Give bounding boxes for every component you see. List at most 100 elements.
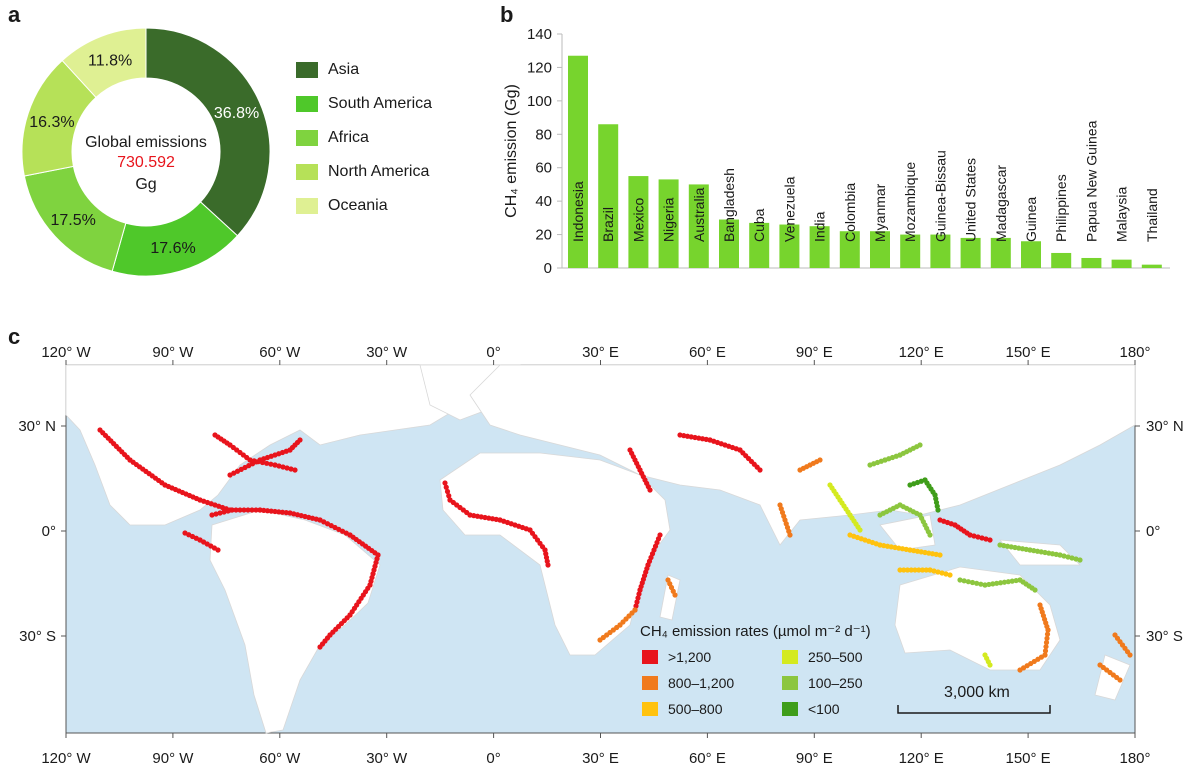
donut-slice-label: 11.8% <box>88 53 132 70</box>
emission-dot <box>292 467 298 473</box>
bar-myanmar <box>870 231 890 268</box>
emission-dot <box>787 532 793 538</box>
bar-category-label: Philippines <box>1053 174 1069 242</box>
emission-dot <box>1013 577 1019 584</box>
emission-dot <box>1057 552 1063 558</box>
left-lat-tick: 0° <box>42 523 56 540</box>
emission-dot <box>442 480 448 486</box>
emission-dot <box>919 567 926 573</box>
bar-guinea-bissau <box>930 234 951 268</box>
y-tick-label: 20 <box>535 227 552 244</box>
map-legend-label: 800–1,200 <box>668 675 735 691</box>
map-legend-item: <100 <box>782 700 840 718</box>
top-lon-tick: 120° W <box>41 344 91 361</box>
emission-dot <box>857 527 863 533</box>
emission-dot <box>971 533 977 539</box>
bar-mozambique <box>900 234 921 268</box>
emission-dot <box>931 568 937 574</box>
panel-label-a: a <box>8 2 21 27</box>
emission-dot <box>1009 578 1015 584</box>
emission-dot <box>272 462 278 468</box>
emission-dot <box>965 579 971 585</box>
donut-slice-label: 16.3% <box>29 114 74 131</box>
emission-dot <box>1045 627 1051 633</box>
map-legend-label: >1,200 <box>668 649 712 665</box>
emission-dot <box>268 508 274 514</box>
emission-dot <box>1073 556 1079 562</box>
emission-dot <box>247 457 253 463</box>
bar-guinea <box>1021 241 1041 268</box>
legend-label: Africa <box>328 129 369 146</box>
map-legend-swatch <box>642 676 658 690</box>
emission-dot <box>1065 554 1071 560</box>
emission-dot <box>757 467 763 473</box>
bar-united-states <box>960 237 981 268</box>
map-legend-item: >1,200 <box>642 648 711 666</box>
top-lon-tick: 150° E <box>1005 344 1050 361</box>
emission-dot <box>939 570 945 576</box>
emission-dot <box>927 532 933 538</box>
emission-dot <box>636 591 642 597</box>
emission-dot <box>229 507 235 513</box>
map-legend-item: 800–1,200 <box>642 674 734 692</box>
bar-brazil <box>598 124 619 268</box>
bar-category-label: Indonesia <box>570 181 586 242</box>
emission-dot <box>279 509 286 515</box>
emission-dot <box>943 571 949 577</box>
bar-category-label: Australia <box>691 187 707 242</box>
emission-dot <box>1127 652 1133 658</box>
emission-dot <box>961 578 967 584</box>
bar-category-label: India <box>812 211 828 242</box>
emission-dot <box>904 567 911 573</box>
map-legend-swatch <box>782 650 798 664</box>
panel-label-b: b <box>500 2 514 27</box>
emission-dot <box>927 567 933 573</box>
bottom-lon-tick: 90° E <box>796 750 833 767</box>
emission-dot <box>245 507 251 513</box>
donut-slice-oceania <box>61 27 147 99</box>
emission-dot <box>276 509 282 515</box>
emission-dot <box>647 487 653 493</box>
donut-slice-asia <box>145 27 271 237</box>
mangrove-map: 120° W 90° W 60° W 30° W 0° 30° E 60° E 90° E 12… <box>18 344 1184 767</box>
emission-dot <box>979 535 985 541</box>
emission-dot <box>967 532 973 538</box>
bottom-lon-tick: 150° E <box>1005 750 1050 767</box>
emission-dot <box>233 507 239 513</box>
bar-category-label: Mexico <box>630 197 646 242</box>
emission-dot <box>897 567 903 573</box>
emission-dot <box>983 536 989 542</box>
emission-dot <box>284 465 290 471</box>
emission-dot <box>987 662 993 668</box>
emission-dot <box>923 567 929 573</box>
bottom-lon-tick: 60° E <box>689 750 726 767</box>
emission-dot <box>255 459 261 465</box>
emission-dot <box>912 567 918 573</box>
map-legend-label: <100 <box>808 701 840 717</box>
donut-slice-label: 17.5% <box>51 212 96 229</box>
bar-cuba <box>749 222 770 268</box>
emission-dot <box>225 508 231 514</box>
top-lon-tick: 60° W <box>259 344 301 361</box>
right-lat-tick: 30° N <box>1146 418 1184 435</box>
emission-dot <box>817 457 823 463</box>
emission-dot <box>1044 635 1050 641</box>
y-tick-label: 140 <box>527 26 552 43</box>
map-legend-swatch <box>782 676 798 690</box>
emission-dot <box>276 463 282 469</box>
emission-dot <box>317 644 323 650</box>
emission-dot <box>272 508 278 515</box>
land-australia <box>894 566 1061 671</box>
donut-center-unit: Gg <box>135 176 157 193</box>
map-legend-title: CH₄ emission rates (µmol m⁻² d⁻¹) <box>640 623 871 640</box>
emission-dot <box>280 464 286 470</box>
emission-dot <box>237 507 243 513</box>
land-madagascar <box>659 574 681 621</box>
donut-slice-label: 36.8% <box>214 105 259 122</box>
emission-dot <box>974 580 980 586</box>
emission-dot <box>264 460 270 466</box>
land-south-america <box>209 509 381 734</box>
emission-dot <box>917 442 923 448</box>
y-tick-label: 80 <box>535 126 552 143</box>
bar-category-label: Malaysia <box>1114 187 1130 242</box>
